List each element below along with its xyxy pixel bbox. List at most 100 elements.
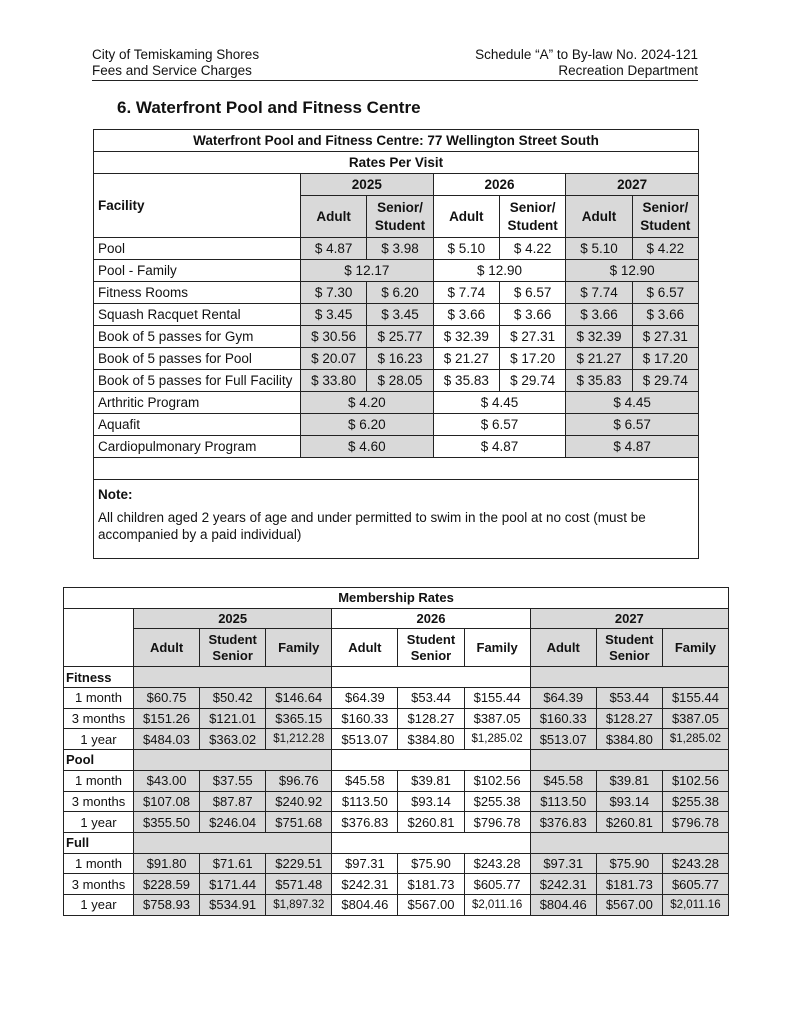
price-cell: $2,011.16 bbox=[463, 893, 531, 916]
column-header: Student Senior bbox=[397, 628, 465, 668]
price-cell: $37.55 bbox=[199, 769, 267, 792]
page-header: City of Temiskaming Shores Fees and Servi… bbox=[92, 47, 698, 81]
rate-cell: $ 6.57 bbox=[498, 281, 567, 304]
rate-cell: $ 4.22 bbox=[631, 237, 700, 260]
rate-cell: $ 35.83 bbox=[432, 369, 500, 392]
price-cell: $804.46 bbox=[529, 893, 597, 916]
group-spacer bbox=[529, 666, 730, 689]
rate-cell: $ 29.74 bbox=[631, 369, 700, 392]
price-cell: $39.81 bbox=[397, 769, 465, 792]
price-cell: $107.08 bbox=[132, 790, 201, 813]
group-row: Fitness bbox=[63, 666, 730, 689]
price-cell: $97.31 bbox=[331, 852, 399, 875]
title-row: Waterfront Pool and Fitness Centre: 77 W… bbox=[93, 129, 699, 152]
rates-per-visit-table: Waterfront Pool and Fitness Centre: 77 W… bbox=[93, 129, 700, 559]
facility-header: Facility bbox=[93, 173, 301, 238]
rate-cell: $ 3.66 bbox=[631, 303, 700, 326]
year-header: 2025 bbox=[132, 607, 333, 630]
price-cell: $1,285.02 bbox=[661, 728, 730, 751]
column-header: Adult bbox=[331, 628, 399, 668]
price-cell: $513.07 bbox=[529, 728, 597, 751]
rate-cell: $ 17.20 bbox=[498, 347, 567, 370]
facility-name: Pool - Family bbox=[93, 259, 301, 282]
facility-row: Pool - Family $ 12.17 $ 12.90 $ 12.90 bbox=[93, 259, 699, 282]
rate-cell: $ 5.10 bbox=[432, 237, 500, 260]
rate-cell: $ 4.45 bbox=[432, 391, 567, 414]
adult-header: Adult bbox=[565, 195, 633, 238]
price-cell: $387.05 bbox=[661, 707, 730, 730]
note-row: Note: All children aged 2 years of age an… bbox=[93, 479, 699, 559]
price-cell: $363.02 bbox=[199, 728, 267, 751]
rate-cell: $ 6.57 bbox=[565, 413, 699, 436]
column-header: Student Senior bbox=[595, 628, 663, 668]
membership-row: 1 month $60.75 $50.42 $146.64 $64.39 $53.44 $1… bbox=[63, 687, 730, 709]
group-name: Full bbox=[63, 831, 134, 854]
year-header: 2025 bbox=[300, 173, 434, 196]
period: 1 year bbox=[63, 728, 134, 751]
membership-row: 1 year $484.03 $363.02 $1,212.28 $513.07 $384… bbox=[63, 728, 730, 751]
price-cell: $384.80 bbox=[595, 728, 663, 751]
year-header-row: 2025 2026 2027 bbox=[63, 607, 730, 668]
group-spacer bbox=[132, 749, 333, 771]
period: 1 month bbox=[63, 769, 134, 792]
rate-cell: $ 4.87 bbox=[432, 435, 567, 458]
column-header-row: Adult Senior/ Student Adult Senior/ Student… bbox=[94, 195, 700, 238]
table-title: Waterfront Pool and Fitness Centre: 77 W… bbox=[93, 129, 699, 152]
facility-row: Aquafit $ 6.20 $ 6.57 $ 6.57 bbox=[93, 413, 699, 436]
price-cell: $155.44 bbox=[463, 687, 531, 709]
header-schedule: Schedule “A” to By-law No. 2024-121 bbox=[475, 47, 698, 62]
price-cell: $93.14 bbox=[595, 790, 663, 813]
facility-name: Book of 5 passes for Full Facility bbox=[93, 369, 301, 392]
table-title: Membership Rates bbox=[63, 587, 729, 609]
facility-row: Book of 5 passes for Full Facility $ 33.8… bbox=[93, 369, 700, 392]
price-cell: $45.58 bbox=[331, 769, 399, 792]
membership-row: 1 year $758.93 $534.91 $1,897.32 $804.46 $567… bbox=[63, 893, 730, 916]
senior-student-header: Senior/ Student bbox=[366, 195, 434, 238]
price-cell: $121.01 bbox=[199, 707, 267, 730]
membership-row: 1 month $43.00 $37.55 $96.76 $45.58 $39.81 $10… bbox=[63, 769, 730, 792]
senior-student-header: Senior/ Student bbox=[498, 195, 567, 238]
membership-row: 3 months $151.26 $121.01 $365.15 $160.33 $128… bbox=[63, 707, 730, 730]
group-row: Pool bbox=[63, 749, 730, 771]
column-header: Adult bbox=[132, 628, 201, 668]
group-spacer bbox=[132, 666, 333, 689]
facility-row: Cardiopulmonary Program $ 4.60 $ 4.87 $ 4.8… bbox=[93, 435, 699, 458]
price-cell: $384.80 bbox=[397, 728, 465, 751]
price-cell: $260.81 bbox=[595, 811, 663, 833]
period: 3 months bbox=[63, 873, 134, 895]
facility-row: Book of 5 passes for Gym $ 30.56 $ 25.77 $ … bbox=[93, 325, 700, 348]
price-cell: $243.28 bbox=[661, 852, 730, 875]
group-spacer bbox=[529, 749, 730, 771]
price-cell: $484.03 bbox=[132, 728, 201, 751]
rate-cell: $ 28.05 bbox=[366, 369, 434, 392]
facility-row: Book of 5 passes for Pool $ 20.07 $ 16.23 $… bbox=[93, 347, 700, 370]
facility-row: Pool $ 4.87 $ 3.98 $ 5.10 $ 4.22 $ 5.10 $ 4.22 bbox=[93, 237, 700, 260]
period: 3 months bbox=[63, 707, 134, 730]
rate-cell: $ 12.17 bbox=[300, 259, 434, 282]
column-header-row: Adult Student Senior Family Adult Student Se… bbox=[64, 628, 730, 668]
group-spacer bbox=[331, 749, 531, 771]
price-cell: $387.05 bbox=[463, 707, 531, 730]
facility-name: Book of 5 passes for Pool bbox=[93, 347, 301, 370]
rate-cell: $ 12.90 bbox=[432, 259, 567, 282]
rate-cell: $ 4.45 bbox=[565, 391, 699, 414]
membership-row: 3 months $228.59 $171.44 $571.48 $242.31 $181… bbox=[63, 873, 730, 895]
year-header: 2026 bbox=[432, 173, 567, 196]
empty-cell bbox=[93, 457, 699, 480]
price-cell: $228.59 bbox=[132, 873, 201, 895]
price-cell: $43.00 bbox=[132, 769, 201, 792]
group-name: Fitness bbox=[63, 666, 134, 689]
rate-cell: $ 20.07 bbox=[299, 347, 368, 370]
price-cell: $160.33 bbox=[331, 707, 399, 730]
facility-name: Pool bbox=[93, 237, 301, 260]
price-cell: $1,212.28 bbox=[265, 728, 333, 751]
rate-cell: $ 32.39 bbox=[432, 325, 500, 348]
rate-cell: $ 33.80 bbox=[299, 369, 368, 392]
group-name: Pool bbox=[63, 749, 134, 771]
price-cell: $229.51 bbox=[265, 852, 333, 875]
period: 1 month bbox=[63, 687, 134, 709]
membership-row: 1 month $91.80 $71.61 $229.51 $97.31 $75.90 $2… bbox=[63, 852, 730, 875]
rate-cell: $ 6.57 bbox=[631, 281, 700, 304]
facility-row: Fitness Rooms $ 7.30 $ 6.20 $ 7.74 $ 6.57 $ 7… bbox=[93, 281, 700, 304]
note-cell: Note: All children aged 2 years of age an… bbox=[93, 479, 699, 559]
